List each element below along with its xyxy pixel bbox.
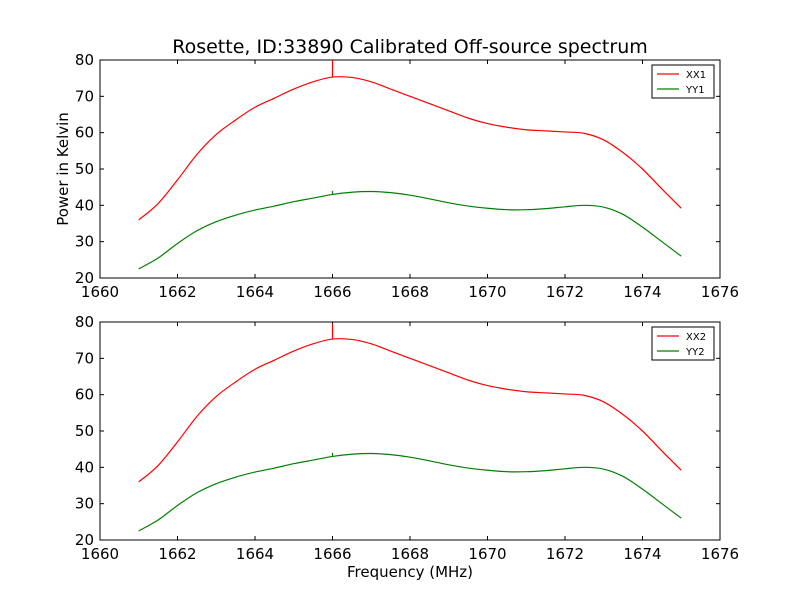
legend-label-yy1: YY1: [685, 85, 705, 96]
x-tick-label: 1672: [546, 283, 584, 301]
legend-label-yy2: YY2: [685, 347, 705, 358]
y-ticks: 20 30 40 50 60 70 80: [75, 313, 720, 549]
series-line-xx1: [138, 76, 682, 221]
y-ticks: 20 30 40 50 60 70 80: [75, 51, 720, 287]
x-ticks: 1660 1662 1664 1666 1668 1670 1672 1674 1676: [81, 60, 739, 301]
chart-title: Rosette, ID:33890 Calibrated Off-source …: [172, 36, 648, 58]
y-tick-label: 50: [75, 160, 94, 178]
x-tick-label: 1668: [391, 283, 429, 301]
x-tick-label: 1662: [158, 283, 196, 301]
y-tick-label: 80: [75, 313, 94, 331]
y-axis-label: Power in Kelvin: [54, 112, 72, 226]
y-tick-label: 20: [75, 269, 94, 287]
y-tick-label: 80: [75, 51, 94, 69]
series-yy2: [138, 452, 682, 532]
legend-label-xx1: XX1: [686, 70, 706, 81]
legend-label-xx2: XX2: [686, 332, 706, 343]
y-tick-label: 50: [75, 422, 94, 440]
x-tick-label: 1666: [313, 283, 351, 301]
x-tick-label: 1676: [701, 283, 739, 301]
y-tick-label: 20: [75, 531, 94, 549]
series-xx2: [138, 323, 682, 483]
panel-1: 1660 1662 1664 1666 1668 1670 1672 1674 1676 20 30…: [75, 51, 739, 301]
x-tick-label: 1664: [236, 283, 274, 301]
y-tick-label: 60: [75, 124, 94, 142]
series-yy1: [138, 190, 682, 270]
series-line-yy1: [138, 190, 682, 270]
x-tick-label: 1666: [313, 545, 351, 563]
panels-group: 1660 1662 1664 1666 1668 1670 1672 1674 1676 20 30…: [75, 51, 739, 563]
y-tick-label: 30: [75, 495, 94, 513]
x-tick-label: 1670: [468, 283, 506, 301]
series-line-xx2: [138, 338, 682, 483]
x-tick-label: 1674: [623, 545, 661, 563]
x-tick-label: 1664: [236, 545, 274, 563]
x-ticks: 1660 1662 1664 1666 1668 1670 1672 1674 1676: [81, 322, 739, 563]
x-tick-label: 1662: [158, 545, 196, 563]
x-tick-label: 1674: [623, 283, 661, 301]
x-tick-label: 1660: [81, 545, 119, 563]
y-tick-label: 70: [75, 87, 94, 105]
x-tick-label: 1660: [81, 283, 119, 301]
series-xx1: [138, 60, 682, 221]
series-line-yy2: [138, 452, 682, 532]
y-tick-label: 40: [75, 458, 94, 476]
panel-2: 1660 1662 1664 1666 1668 1670 1672 1674 1676 20 30…: [75, 313, 739, 563]
x-tick-label: 1668: [391, 545, 429, 563]
x-tick-label: 1672: [546, 545, 584, 563]
y-tick-label: 40: [75, 196, 94, 214]
y-tick-label: 70: [75, 349, 94, 367]
x-axis-label: Frequency (MHz): [347, 563, 473, 581]
y-tick-label: 30: [75, 233, 94, 251]
x-tick-label: 1670: [468, 545, 506, 563]
legend-box: [651, 326, 715, 361]
x-tick-label: 1676: [701, 545, 739, 563]
y-tick-label: 60: [75, 386, 94, 404]
legend-box: [651, 64, 715, 99]
plot-frame: [99, 321, 721, 541]
plot-frame: [99, 59, 721, 279]
